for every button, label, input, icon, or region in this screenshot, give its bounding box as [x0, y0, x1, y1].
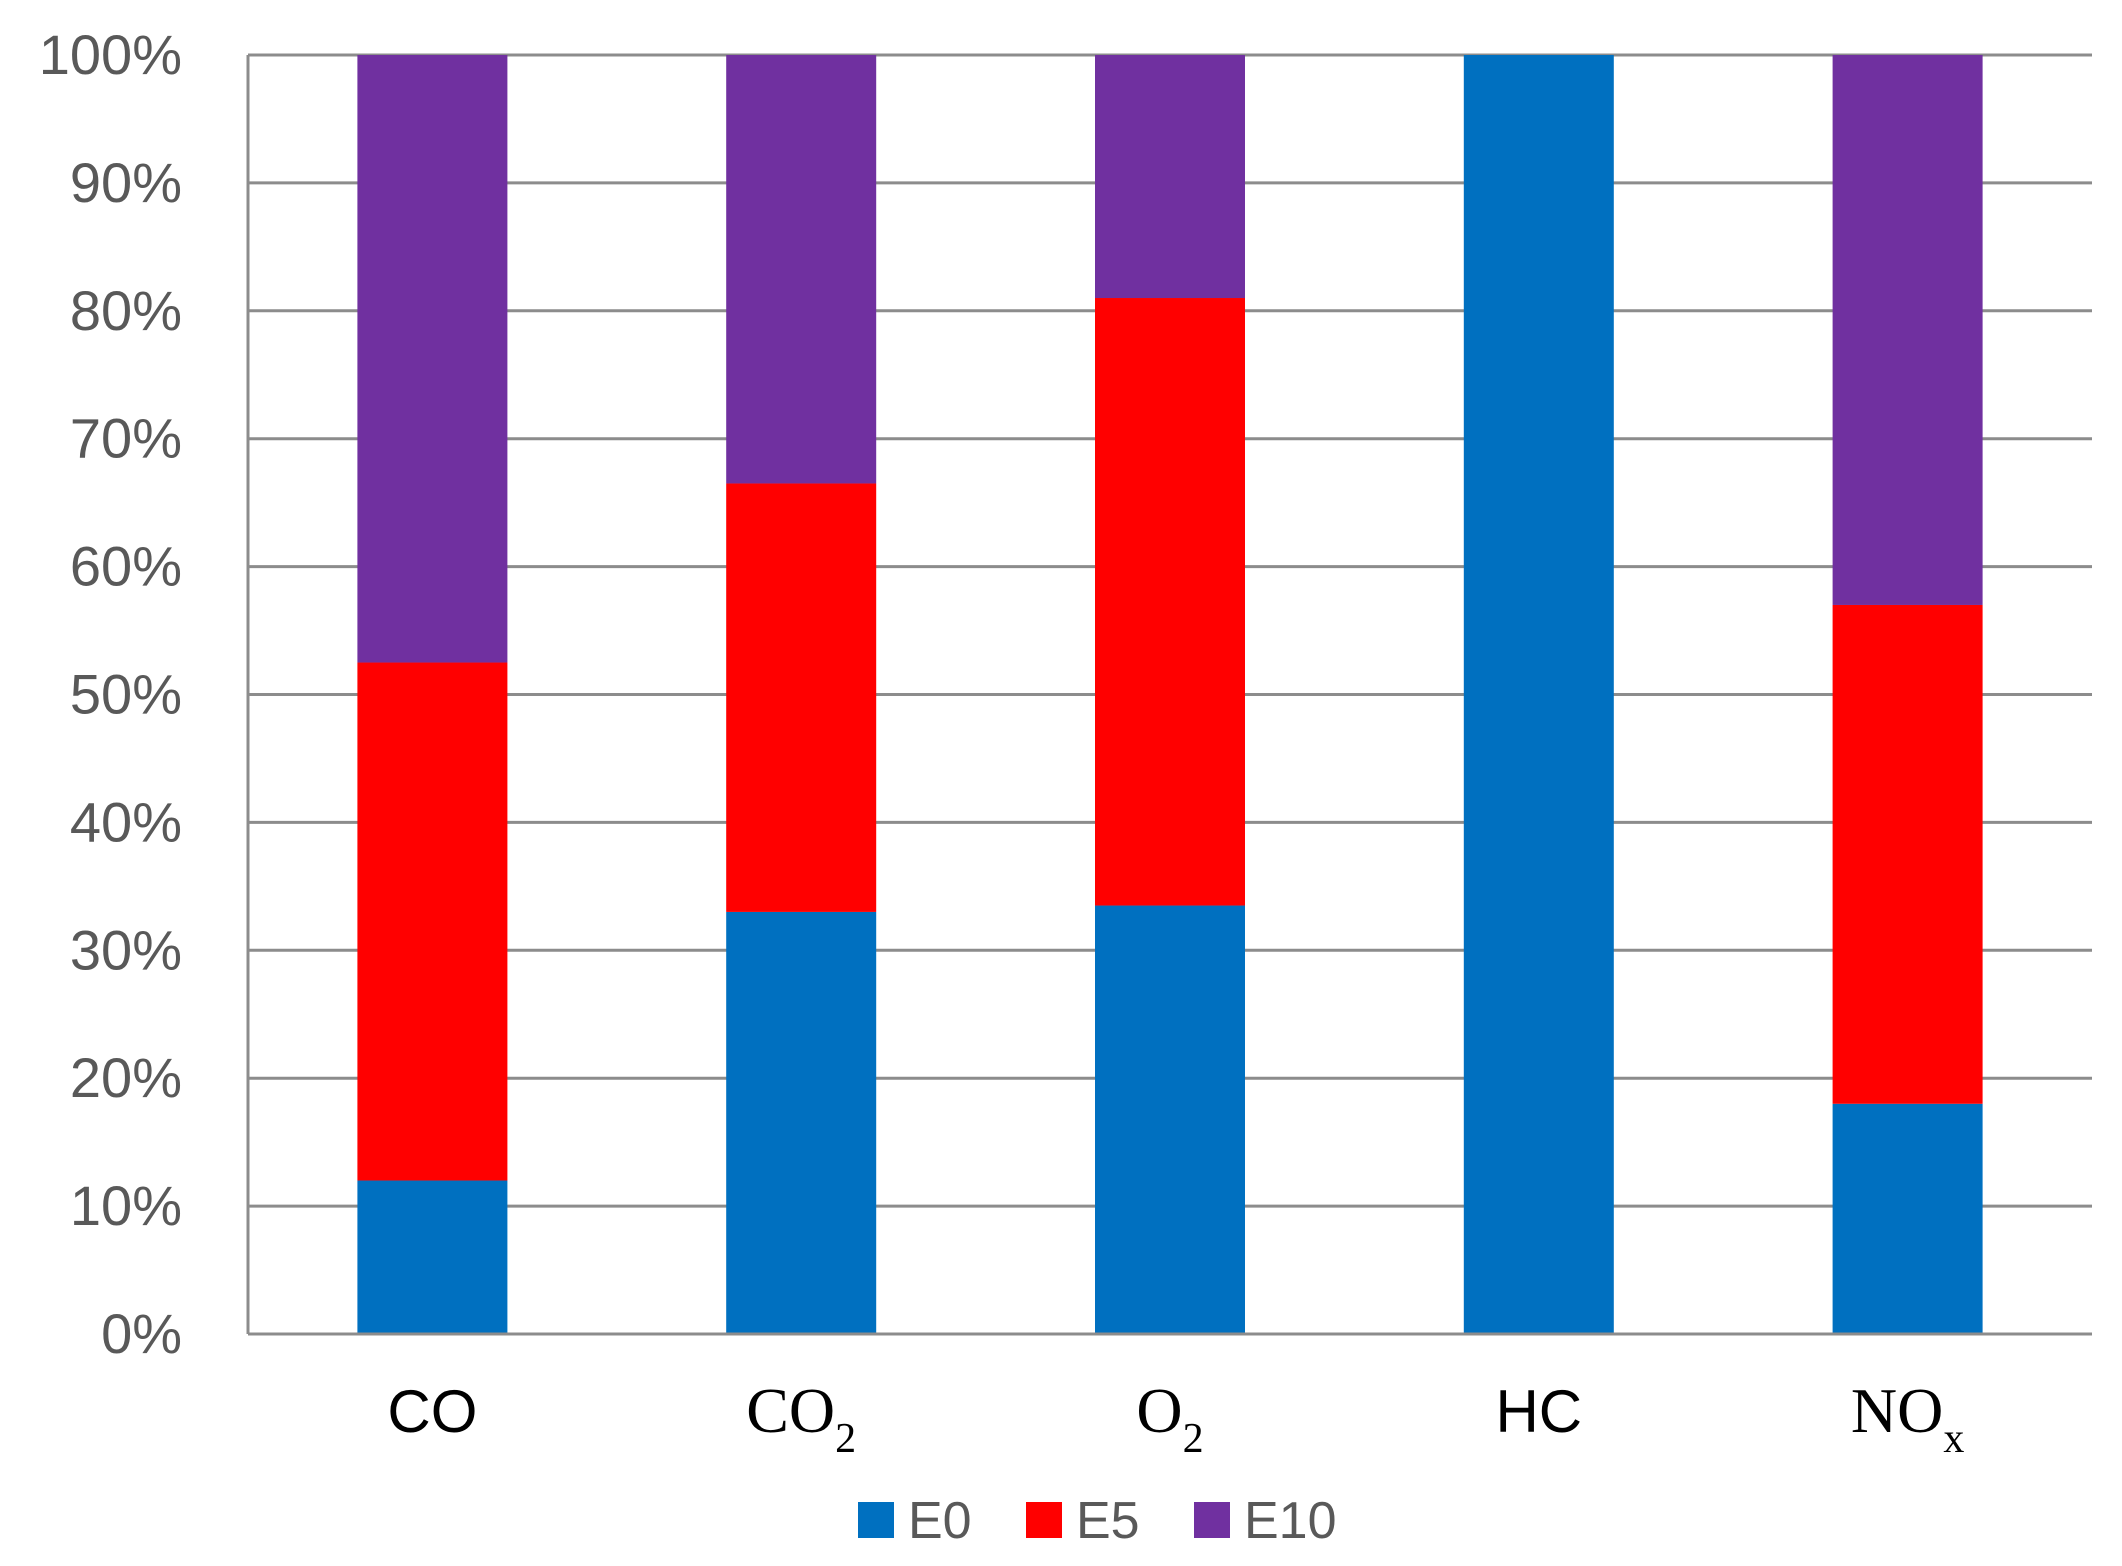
- y-tick-label: 0%: [101, 1302, 182, 1365]
- x-category-label: CO2: [746, 1375, 856, 1462]
- x-category-label: HC: [1495, 1378, 1582, 1445]
- legend-swatch-e0: [858, 1502, 894, 1538]
- category-subscript: x: [1943, 1416, 1964, 1462]
- y-tick-label: 90%: [70, 151, 182, 214]
- bars: [357, 55, 1983, 1334]
- x-category-label: CO: [387, 1378, 477, 1445]
- category-main-text: NO: [1851, 1375, 1943, 1446]
- y-tick-label: 70%: [70, 407, 182, 470]
- category-subscript: 2: [1183, 1416, 1204, 1462]
- bar-e5-co2: [726, 483, 877, 912]
- category-main-text: O: [1136, 1375, 1182, 1446]
- category-main-text: CO: [746, 1375, 835, 1446]
- legend-swatch-e5: [1026, 1502, 1062, 1538]
- x-category-label: NOx: [1851, 1375, 1964, 1462]
- bar-e0-nox: [1832, 1103, 1983, 1334]
- bar-e5-o2: [1095, 298, 1245, 906]
- bar-e10-nox: [1832, 55, 1983, 605]
- legend-label-e10: E10: [1244, 1492, 1337, 1550]
- y-tick-label: 20%: [70, 1046, 182, 1109]
- bar-e5-nox: [1832, 604, 1983, 1104]
- legend-swatch-e10: [1194, 1502, 1230, 1538]
- legend-label-e5: E5: [1076, 1492, 1140, 1550]
- y-tick-label: 60%: [70, 535, 182, 598]
- y-tick-label: 10%: [70, 1174, 182, 1237]
- bar-e10-co: [357, 55, 508, 663]
- bar-e10-co2: [726, 55, 877, 484]
- x-category-labels: CO CO2 O2 HC NOx: [387, 1375, 1964, 1462]
- bar-e0-co: [357, 1180, 508, 1334]
- bar-e5-co: [357, 662, 508, 1181]
- legend: E0 E5 E10: [858, 1492, 1337, 1550]
- category-subscript: 2: [835, 1416, 856, 1462]
- bar-e10-o2: [1095, 55, 1245, 299]
- y-tick-label: 100%: [39, 23, 182, 86]
- legend-label-e0: E0: [908, 1492, 972, 1550]
- y-tick-label: 30%: [70, 918, 182, 981]
- y-tick-label: 50%: [70, 663, 182, 726]
- category-main-text: CO: [387, 1378, 477, 1445]
- x-category-label: O2: [1136, 1375, 1203, 1462]
- y-tick-label: 40%: [70, 790, 182, 853]
- axes: [246, 55, 2092, 1336]
- y-tick-label: 80%: [70, 279, 182, 342]
- category-main-text: HC: [1495, 1378, 1582, 1445]
- bar-e0-hc: [1463, 55, 1614, 1334]
- bar-e0-co2: [726, 911, 877, 1334]
- y-tick-labels: 0% 10% 20% 30% 40% 50% 60% 70% 80% 90% 100%: [39, 23, 182, 1365]
- bar-e0-o2: [1095, 905, 1245, 1334]
